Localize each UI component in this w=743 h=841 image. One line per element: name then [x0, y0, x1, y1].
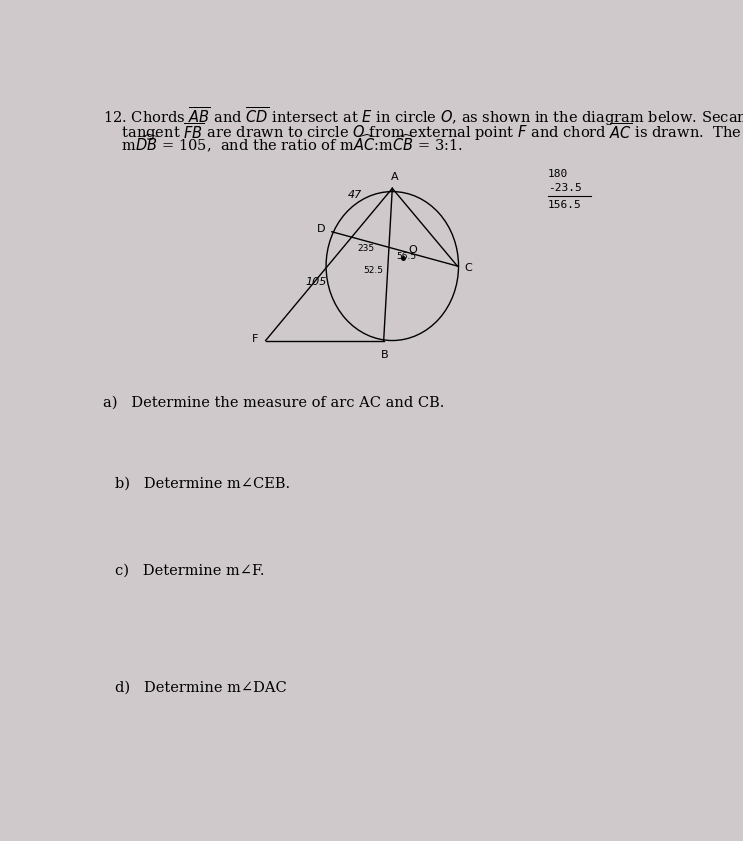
- Text: D: D: [317, 225, 325, 234]
- Text: O: O: [409, 245, 417, 255]
- Text: d)   Determine m∠DAC: d) Determine m∠DAC: [114, 680, 287, 695]
- Text: -23.5: -23.5: [548, 183, 582, 193]
- Text: 180: 180: [548, 169, 568, 179]
- Text: m$\widehat{DB}$ = 105,  and the ratio of m$\widehat{AC}$:m$\widehat{CB}$ = 3:1.: m$\widehat{DB}$ = 105, and the ratio of …: [103, 133, 463, 155]
- Text: 105: 105: [305, 278, 327, 288]
- Text: B: B: [381, 350, 389, 360]
- Text: A: A: [392, 172, 399, 182]
- Text: 12. Chords $\overline{AB}$ and $\overline{CD}$ intersect at $E$ in circle $O$, a: 12. Chords $\overline{AB}$ and $\overlin…: [103, 105, 743, 128]
- Text: 235: 235: [358, 244, 375, 253]
- Text: 156.5: 156.5: [548, 200, 582, 210]
- Text: 47: 47: [348, 190, 362, 200]
- Text: 56.5: 56.5: [397, 251, 417, 261]
- Text: 52.5: 52.5: [363, 266, 383, 275]
- Text: tangent $\overline{FB}$ are drawn to circle $O$ from external point $F$ and chor: tangent $\overline{FB}$ are drawn to cir…: [103, 119, 743, 143]
- Text: b)   Determine m∠CEB.: b) Determine m∠CEB.: [114, 477, 290, 490]
- Text: F: F: [253, 334, 259, 344]
- Text: a)   Determine the measure of arc AC and CB.: a) Determine the measure of arc AC and C…: [103, 395, 444, 410]
- Text: C: C: [465, 263, 473, 273]
- Text: c)   Determine m∠F.: c) Determine m∠F.: [114, 564, 265, 578]
